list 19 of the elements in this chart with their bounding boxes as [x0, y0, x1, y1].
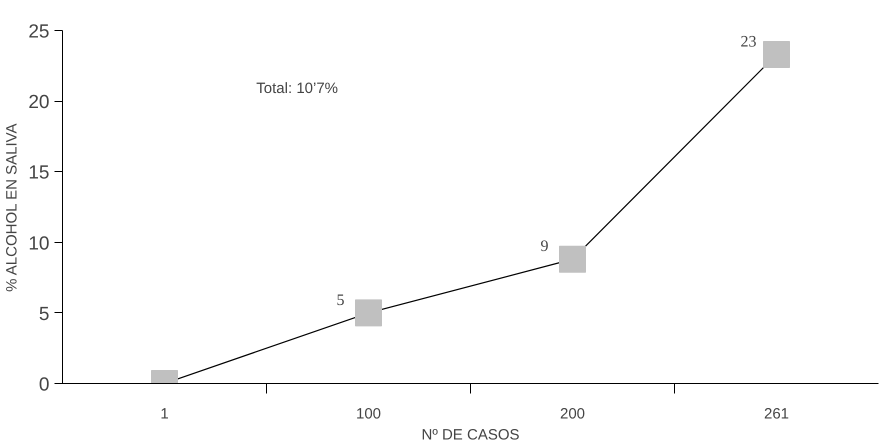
x-tick-label: 261	[764, 406, 790, 422]
y-tick-label: 5	[38, 304, 50, 325]
x-tick-label: 200	[560, 406, 586, 422]
x-tick-label: 100	[356, 406, 382, 422]
data-label: 5	[336, 292, 344, 309]
y-axis-title: % ALCOHOL EN SALIVA	[3, 123, 20, 292]
y-tick-label: 15	[28, 162, 50, 184]
y-tick-label: 0	[38, 374, 50, 396]
y-tick-label: 25	[28, 22, 50, 42]
point	[355, 299, 382, 326]
data-label: 9	[540, 238, 548, 256]
y-tick-label: 10	[28, 233, 50, 254]
point	[559, 246, 586, 273]
y-tick-label: 20	[28, 92, 50, 114]
data-label: 23	[740, 34, 756, 51]
x-tick-label: 1	[160, 406, 169, 422]
x-axis-title: Nº DE CASOS	[422, 426, 520, 444]
annotation: Total: 10’7%	[256, 80, 338, 97]
point	[763, 41, 790, 68]
